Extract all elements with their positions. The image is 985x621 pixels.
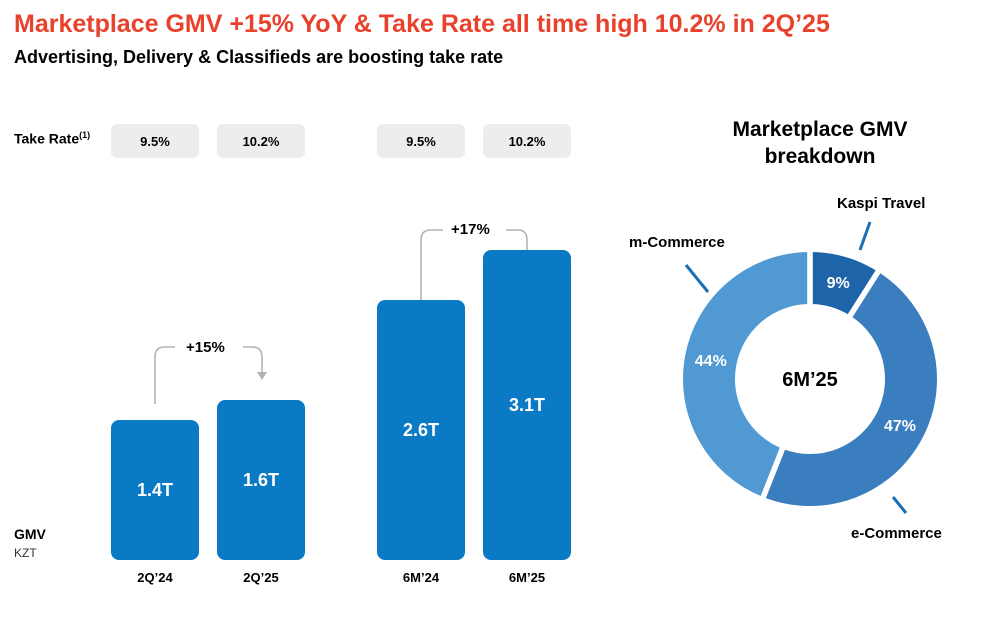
donut-slice <box>681 249 810 499</box>
slice-callout-line <box>891 496 908 514</box>
take-rate-footnote: (1) <box>79 130 91 140</box>
bar-category-label: 6M’24 <box>402 570 440 585</box>
bar-data-label: 1.4T <box>136 479 174 500</box>
take-rate-pill-6m25: 10.2% <box>483 124 571 158</box>
bar-category-label: 2Q’24 <box>137 570 173 585</box>
gmv-axis-label: GMV <box>14 526 46 542</box>
slice-name-m-commerce: m-Commerce <box>629 234 725 251</box>
donut-slice-label: 47% <box>884 418 916 435</box>
bar-category-label: 2Q’25 <box>243 570 279 585</box>
bar-data-label: 2.6T <box>402 419 440 440</box>
gmv-bar: 3.1T <box>483 250 571 560</box>
take-rate-pill-2q24: 9.5% <box>111 124 199 158</box>
donut-slice-label: 44% <box>695 353 727 370</box>
donut-slice <box>810 249 879 317</box>
page-subtitle: Advertising, Delivery & Classifieds are … <box>14 47 504 67</box>
donut-title: Marketplace GMV breakdown <box>732 118 908 168</box>
take-rate-label: Take Rate(1) <box>14 130 90 147</box>
take-rate-pill-6m24: 9.5% <box>377 124 465 158</box>
slice-callout-line <box>858 221 872 251</box>
donut-center-label: 6M’25 <box>782 369 838 391</box>
slice-name-e-commerce: e-Commerce <box>851 525 942 542</box>
donut-slice-label: 9% <box>827 275 850 292</box>
growth-arrow-half-year <box>420 229 443 304</box>
currency-label: KZT <box>14 546 37 560</box>
page-title: Marketplace GMV +15% YoY & Take Rate all… <box>14 10 830 38</box>
bar-category-label: 6M’25 <box>508 570 546 585</box>
donut-slice <box>763 270 939 508</box>
take-rate-pill-2q25: 10.2% <box>217 124 305 158</box>
slice-callout-line <box>684 264 710 293</box>
gmv-bar: 1.6T <box>217 400 305 560</box>
take-rate-label-text: Take Rate <box>14 130 80 147</box>
bar-data-label: 3.1T <box>508 394 546 415</box>
growth-label-half-year: +17% <box>451 221 490 238</box>
growth-arrow-quarter <box>154 346 175 404</box>
gmv-bar: 1.4T <box>111 420 199 560</box>
growth-label-quarter: +15% <box>186 339 225 356</box>
bar-data-label: 1.6T <box>242 469 280 490</box>
gmv-bar: 2.6T <box>377 300 465 560</box>
slice-name-kaspi-travel: Kaspi Travel <box>837 195 926 212</box>
